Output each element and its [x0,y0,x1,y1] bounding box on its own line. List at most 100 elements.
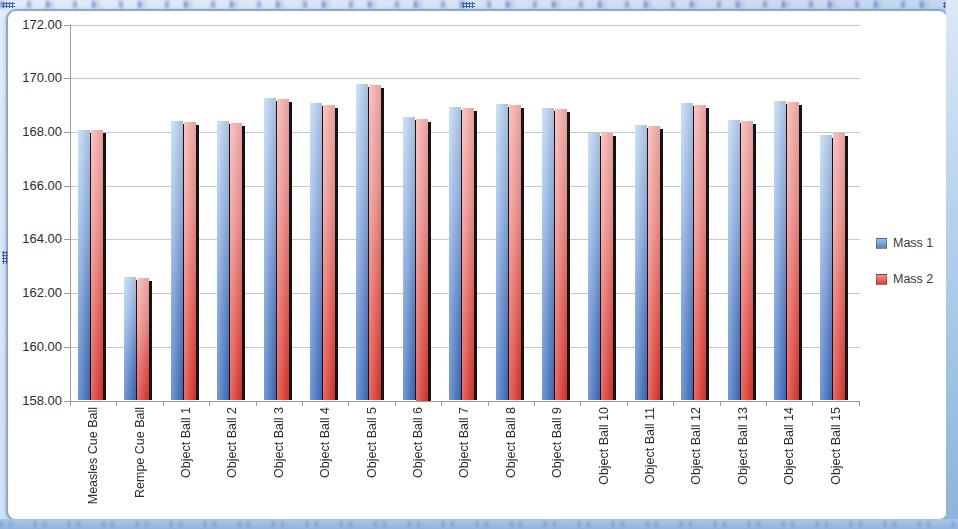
blurred-sheet-cells-bottom [0,521,958,527]
x-axis-tick [580,401,581,406]
bar-shadow [845,136,848,400]
window-edge-right [946,0,958,529]
x-axis-category-label: Object Ball 8 [502,407,520,478]
bar-shadow [660,129,663,400]
x-axis-tick [70,401,71,406]
bar-shadow [196,125,199,401]
bar-shadow [613,136,616,400]
bar-shadow [335,108,338,401]
y-axis-tick-label: 168.00 [6,124,62,140]
bar-mass2-3[interactable] [184,122,196,401]
y-axis-tick-label: 160.00 [6,339,62,355]
x-axis-category-label: Object Ball 3 [270,407,288,478]
bar-mass1-4[interactable] [217,121,229,400]
x-axis-category-label: Object Ball 10 [595,407,613,485]
bar-mass2-4[interactable] [230,123,242,401]
legend-label-mass2: Mass 2 [893,272,933,286]
bar-mass1-1[interactable] [78,130,90,401]
bar-mass2-16[interactable] [787,102,799,401]
x-axis-category-label: Object Ball 7 [455,407,473,478]
bar-shadow [381,88,384,401]
bar-mass2-14[interactable] [694,105,706,400]
x-axis-tick [673,401,674,406]
bar-mass2-17[interactable] [833,133,845,400]
x-axis-tick [720,401,721,406]
bar-mass1-3[interactable] [171,121,183,401]
bar-shadow [103,133,106,400]
x-axis-category-label: Rempe Cue Ball [131,407,149,498]
x-axis-category-label: Object Ball 11 [641,407,659,484]
bar-mass2-9[interactable] [462,108,474,401]
spreadsheet-backdrop: 158.00160.00162.00164.00166.00168.00170.… [0,0,958,529]
x-axis-category-label: Object Ball 2 [223,407,241,478]
gridline [71,78,860,79]
bar-mass1-8[interactable] [403,117,415,401]
x-axis-tick [812,401,813,406]
bar-shadow [428,122,431,401]
bar-mass1-14[interactable] [681,103,693,400]
bar-mass2-15[interactable] [741,121,753,401]
x-axis-tick [859,401,860,406]
bar-shadow [242,126,245,401]
x-axis-tick [534,401,535,406]
bar-mass1-7[interactable] [356,84,368,401]
bar-mass2-8[interactable] [416,119,428,401]
x-axis-category-label: Object Ball 14 [780,407,798,485]
bar-mass2-7[interactable] [369,85,381,401]
x-axis-tick [302,401,303,406]
bar-mass1-5[interactable] [264,98,276,401]
x-axis-tick [627,401,628,406]
legend[interactable]: Mass 1 Mass 2 [876,236,933,308]
bar-shadow [474,111,477,401]
x-axis-tick [488,401,489,406]
bar-mass1-13[interactable] [635,125,647,400]
bar-mass1-12[interactable] [588,133,600,400]
x-axis-tick [256,401,257,406]
blurred-sheet-cells-top [0,1,958,8]
x-axis-tick [348,401,349,406]
y-axis-line [70,25,71,401]
bar-mass1-2[interactable] [124,277,136,401]
bar-mass2-1[interactable] [91,130,103,400]
legend-item-mass1[interactable]: Mass 1 [876,236,933,250]
x-axis-category-label: Object Ball 9 [548,407,566,478]
x-axis-tick [116,401,117,406]
y-axis-tick-label: 170.00 [6,70,62,86]
x-axis-category-label: Object Ball 1 [177,407,195,478]
y-axis-tick-label: 164.00 [6,231,62,247]
x-axis-line [70,401,860,402]
bar-shadow [706,108,709,400]
bar-mass2-12[interactable] [601,133,613,400]
bar-mass2-11[interactable] [555,109,567,400]
x-axis-tick [441,401,442,406]
selection-handle-top-center[interactable] [462,2,475,8]
bar-mass2-5[interactable] [277,99,289,401]
x-axis-category-label: Object Ball 6 [409,407,427,478]
bar-mass2-6[interactable] [323,105,335,401]
x-axis-category-label: Object Ball 15 [827,407,845,485]
bar-mass1-16[interactable] [774,101,786,400]
bar-mass1-6[interactable] [310,103,322,401]
bar-mass1-10[interactable] [496,104,508,401]
bar-mass2-13[interactable] [648,126,660,400]
x-axis-category-label: Measles Cue Ball [84,407,102,504]
y-axis-tick-label: 162.00 [6,285,62,301]
y-axis-tick-label: 158.00 [6,393,62,409]
bar-mass1-9[interactable] [449,107,461,400]
bar-mass1-17[interactable] [820,135,832,401]
selection-handle-mid-left[interactable] [2,251,8,264]
bar-mass2-10[interactable] [509,105,521,401]
legend-item-mass2[interactable]: Mass 2 [876,272,933,286]
series1-swatch-icon [876,238,887,249]
bar-mass2-2[interactable] [137,278,149,400]
selection-handle-top-left[interactable] [2,2,15,8]
x-axis-category-label: Object Ball 5 [363,407,381,478]
y-axis-tick-label: 172.00 [6,17,62,33]
gridline [71,25,860,26]
x-axis-tick [766,401,767,406]
x-axis-category-label: Object Ball 12 [687,407,705,485]
bar-mass1-11[interactable] [542,108,554,401]
bar-mass1-15[interactable] [728,120,740,401]
x-axis-tick [395,401,396,406]
bar-shadow [289,102,292,401]
